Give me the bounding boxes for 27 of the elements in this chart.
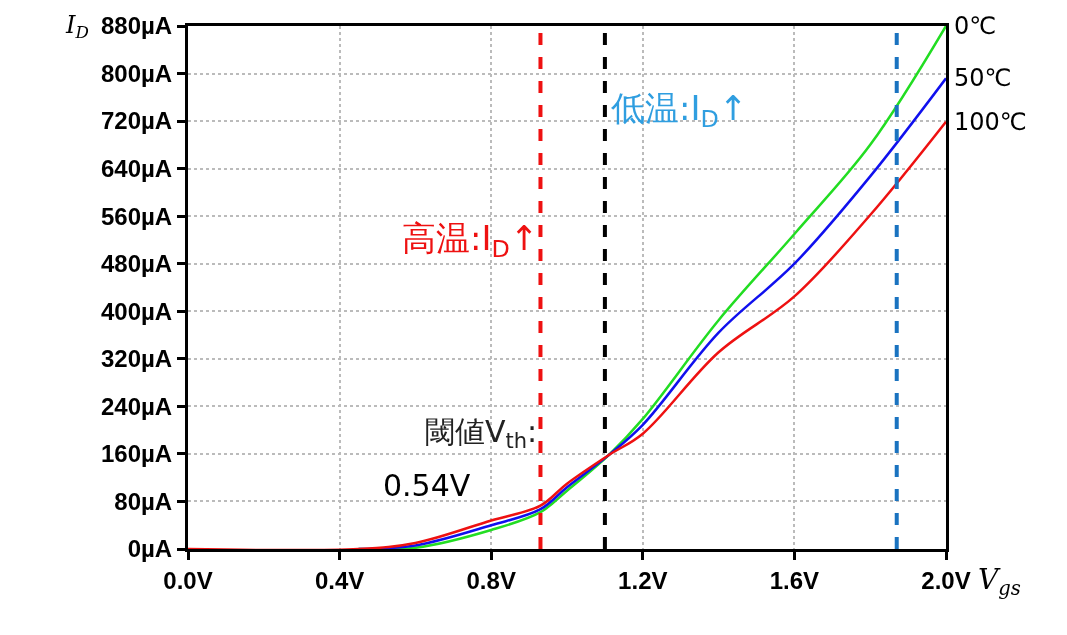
x-tick-label: 0.4V [314,566,365,594]
y-tick-label: 80µA [114,487,173,515]
y-axis-title: I$_{D}$ [65,11,90,43]
x-tick-label: 0.0V [163,566,213,594]
series-label: 100℃ [954,108,1027,136]
x-tick-label: 2.0V [921,566,971,594]
y-tick-label: 160µA [101,440,173,468]
series-label: 50℃ [954,64,1012,92]
y-tick-label: 320µA [101,345,173,373]
y-tick-label: 800µA [101,59,173,87]
y-tick-label: 480µA [101,250,173,278]
x-tick-label: 0.8V [466,566,516,594]
x-tick-label: 1.6V [769,566,820,594]
y-tick-label: 640µA [101,155,173,183]
annotation: 高温:I$_{D}$↑ [402,218,539,264]
annotation: 0.54V [383,468,471,503]
y-tick-label: 720µA [101,107,173,135]
x-tick-label: 1.2V [618,566,668,594]
series-label: 0℃ [954,12,997,40]
y-tick-label: 880µA [101,12,173,40]
y-tick-label: 400µA [101,297,173,325]
x-axis-title: V$_{gs}$ [978,563,1021,600]
y-tick-label: 0µA [127,535,173,563]
annotation: 閾値V$_{th}$: [425,414,538,454]
y-tick-label: 560µA [101,202,173,230]
annotation: 低温:I$_{D}$↑ [611,88,748,134]
y-tick-label: 240µA [101,392,173,420]
